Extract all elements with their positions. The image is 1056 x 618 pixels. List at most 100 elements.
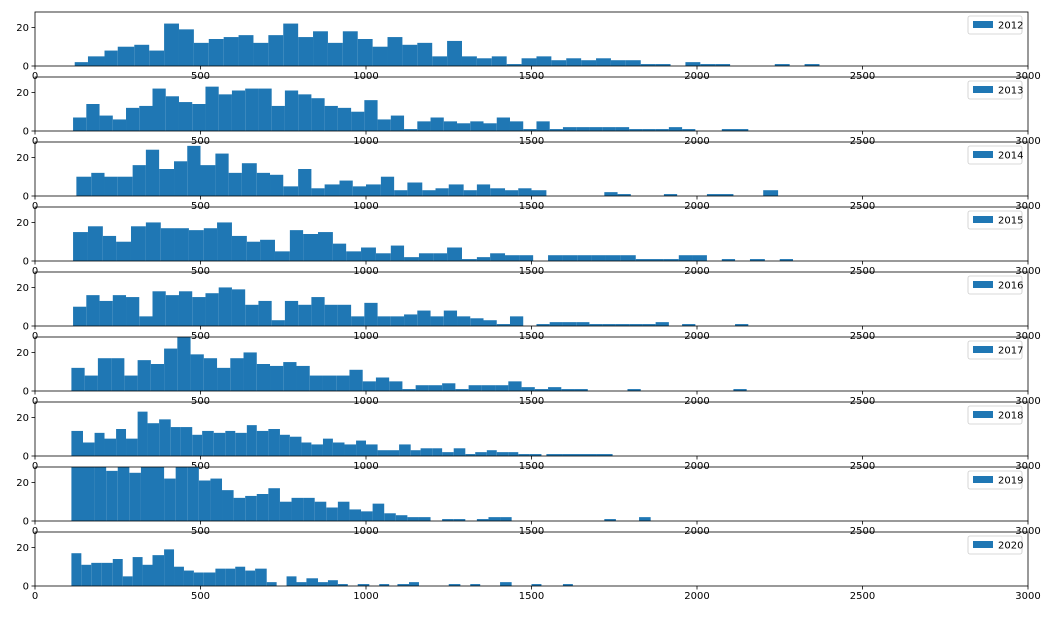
y-tick-label: 0 — [23, 192, 29, 203]
bars-group-2016 — [73, 287, 749, 326]
bar-2015 — [433, 253, 448, 261]
bar-2016 — [589, 324, 603, 326]
bar-2016 — [642, 324, 656, 326]
x-tick-label: 0 — [32, 71, 38, 82]
bar-2014 — [490, 188, 506, 196]
bar-2014 — [706, 194, 734, 196]
x-tick-label: 3000 — [1015, 526, 1040, 537]
bar-2018 — [180, 427, 193, 456]
x-tick-label: 0 — [32, 201, 38, 212]
bar-2018 — [246, 425, 257, 456]
y-tick-label: 20 — [16, 23, 29, 34]
bar-2018 — [596, 454, 613, 456]
bar-2018 — [159, 419, 171, 456]
bar-2013 — [470, 121, 484, 131]
bar-2018 — [268, 429, 280, 456]
bar-2015 — [591, 255, 606, 261]
bar-2014 — [241, 163, 257, 196]
legend-label-2017: 2017 — [998, 346, 1023, 357]
bar-2013 — [218, 94, 232, 131]
bar-2012 — [581, 60, 597, 66]
bar-2013 — [126, 107, 140, 131]
x-tick-label: 0 — [32, 266, 38, 277]
bar-2018 — [332, 442, 345, 456]
bar-2015 — [447, 247, 462, 261]
bar-2017 — [203, 358, 218, 391]
bar-2018 — [562, 454, 580, 456]
x-tick-label: 2500 — [850, 591, 875, 602]
bar-2015 — [87, 226, 103, 261]
x-tick-label: 1000 — [353, 266, 378, 277]
bar-2012 — [238, 35, 254, 66]
bar-2012 — [164, 23, 179, 66]
bar-2020 — [286, 576, 297, 586]
bar-2019 — [279, 501, 292, 521]
bar-2018 — [137, 411, 148, 456]
bar-2016 — [298, 304, 312, 326]
bar-2012 — [655, 64, 671, 66]
bar-2017 — [256, 364, 271, 391]
y-tick-label: 0 — [23, 62, 29, 73]
bar-2013 — [443, 121, 458, 131]
bar-2020 — [500, 582, 512, 586]
bar-2015 — [274, 251, 290, 261]
legend-swatch — [973, 476, 993, 483]
bar-2016 — [139, 316, 153, 326]
bar-2019 — [245, 495, 257, 521]
x-tick-label: 1000 — [353, 136, 378, 147]
bar-2018 — [322, 438, 333, 456]
bar-2012 — [372, 46, 388, 66]
bar-2016 — [443, 310, 458, 326]
bar-2013 — [205, 86, 219, 131]
bar-2018 — [279, 434, 290, 456]
bar-2020 — [531, 584, 542, 586]
bar-2019 — [222, 490, 234, 521]
bar-2012 — [327, 42, 343, 66]
bar-2016 — [562, 322, 577, 326]
legend-label-2013: 2013 — [998, 86, 1023, 97]
bar-2015 — [779, 259, 793, 261]
bar-2016 — [112, 295, 127, 326]
bar-2013 — [152, 88, 166, 131]
bar-2017 — [296, 365, 310, 391]
bar-2017 — [217, 367, 231, 391]
bar-2018 — [366, 444, 378, 456]
bar-2012 — [491, 56, 507, 66]
bar-2015 — [332, 243, 347, 261]
bar-2018 — [289, 436, 302, 456]
bar-2020 — [448, 584, 461, 586]
bar-2012 — [208, 39, 224, 66]
bar-2014 — [463, 190, 477, 196]
bar-2018 — [104, 438, 117, 456]
bar-2020 — [132, 557, 143, 586]
bar-2013 — [351, 111, 365, 131]
legend-box-2015 — [967, 210, 1023, 230]
bar-2013 — [364, 100, 378, 131]
bar-2015 — [620, 255, 636, 261]
bar-2012 — [117, 46, 135, 66]
bar-2012 — [402, 44, 418, 66]
y-tick-label: 20 — [16, 218, 29, 229]
bar-2017 — [84, 375, 98, 391]
bar-2015 — [102, 235, 117, 261]
x-tick-label: 2000 — [684, 201, 709, 212]
bar-2017 — [733, 389, 747, 391]
bar-2019 — [303, 497, 315, 521]
x-tick-label: 1000 — [353, 396, 378, 407]
bar-2012 — [774, 64, 790, 66]
bar-2015 — [418, 253, 434, 261]
bar-2016 — [351, 316, 365, 326]
bar-2014 — [298, 169, 312, 196]
x-tick-label: 3000 — [1015, 396, 1040, 407]
bar-2019 — [94, 467, 107, 521]
bar-2016 — [271, 320, 285, 326]
bars-group-2012 — [74, 23, 820, 66]
bar-2012 — [342, 31, 358, 66]
bar-2018 — [432, 448, 443, 456]
bar-2014 — [380, 176, 395, 196]
bar-2012 — [283, 23, 299, 66]
x-tick-label: 2500 — [850, 461, 875, 472]
bar-2017 — [455, 389, 469, 391]
